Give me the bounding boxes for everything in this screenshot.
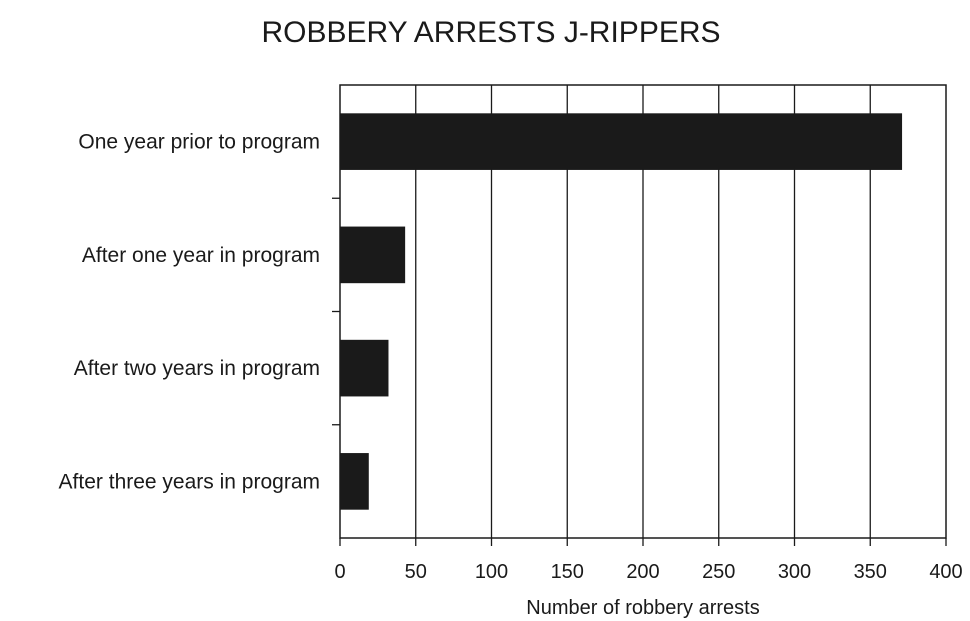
- bar-4: [340, 453, 369, 510]
- bars: [340, 113, 903, 510]
- category-label-2: After one year in program: [82, 244, 320, 267]
- x-tick-label-400: 400: [929, 561, 962, 583]
- x-tick-label-150: 150: [551, 561, 584, 583]
- bar-1: [340, 113, 903, 170]
- category-label-1: One year prior to program: [78, 131, 320, 154]
- category-label-4: After three years in program: [59, 470, 320, 493]
- x-tick-label-350: 350: [854, 561, 887, 583]
- x-axis-label: Number of robbery arrests: [526, 597, 759, 619]
- x-axis-ticks: 0 50 100 150 200 250 300 350 400: [334, 538, 963, 583]
- x-tick-label-250: 250: [702, 561, 735, 583]
- y-axis-ticks: [332, 197, 340, 426]
- bar-3: [340, 339, 389, 397]
- chart-title: ROBBERY ARRESTS J-RIPPERS: [261, 16, 720, 49]
- x-tick-label-100: 100: [475, 561, 508, 583]
- y-axis-category-labels: One year prior to program After one year …: [59, 131, 320, 494]
- bar-2: [340, 226, 406, 284]
- x-tick-label-50: 50: [405, 561, 427, 583]
- x-tick-label-0: 0: [334, 561, 345, 583]
- category-label-3: After two years in program: [74, 357, 320, 380]
- x-tick-label-200: 200: [626, 561, 659, 583]
- x-tick-label-300: 300: [778, 561, 811, 583]
